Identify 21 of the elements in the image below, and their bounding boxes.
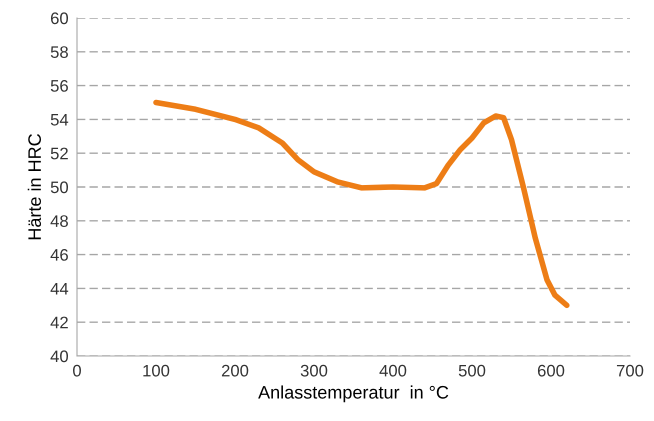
x-tick-label: 500	[458, 364, 486, 377]
y-tick-label: 50	[50, 181, 68, 194]
x-tick-label: 0	[73, 364, 81, 377]
x-tick-label: 400	[379, 364, 406, 377]
x-tick-label: 100	[143, 364, 170, 377]
y-tick-label: 48	[50, 215, 68, 228]
x-axis-title: Anlasstemperatur in °C	[258, 385, 448, 402]
y-tick-label: 58	[50, 46, 68, 58]
x-tick-label: 300	[300, 364, 328, 377]
y-tick-label: 40	[50, 350, 68, 362]
y-tick-label: 46	[50, 249, 68, 261]
y-tick-label: 56	[50, 80, 68, 92]
y-tick-label: 60	[50, 12, 68, 24]
y-tick-label: 52	[50, 148, 68, 160]
y-tick-label: 42	[50, 316, 68, 328]
y-axis-title: Härte in HRC	[28, 134, 42, 240]
y-tick-label: 54	[50, 114, 68, 126]
y-tick-label: 44	[50, 282, 68, 294]
x-tick-label: 200	[222, 364, 248, 377]
x-tick-label: 700	[616, 364, 644, 377]
x-tick-label: 600	[538, 364, 564, 377]
